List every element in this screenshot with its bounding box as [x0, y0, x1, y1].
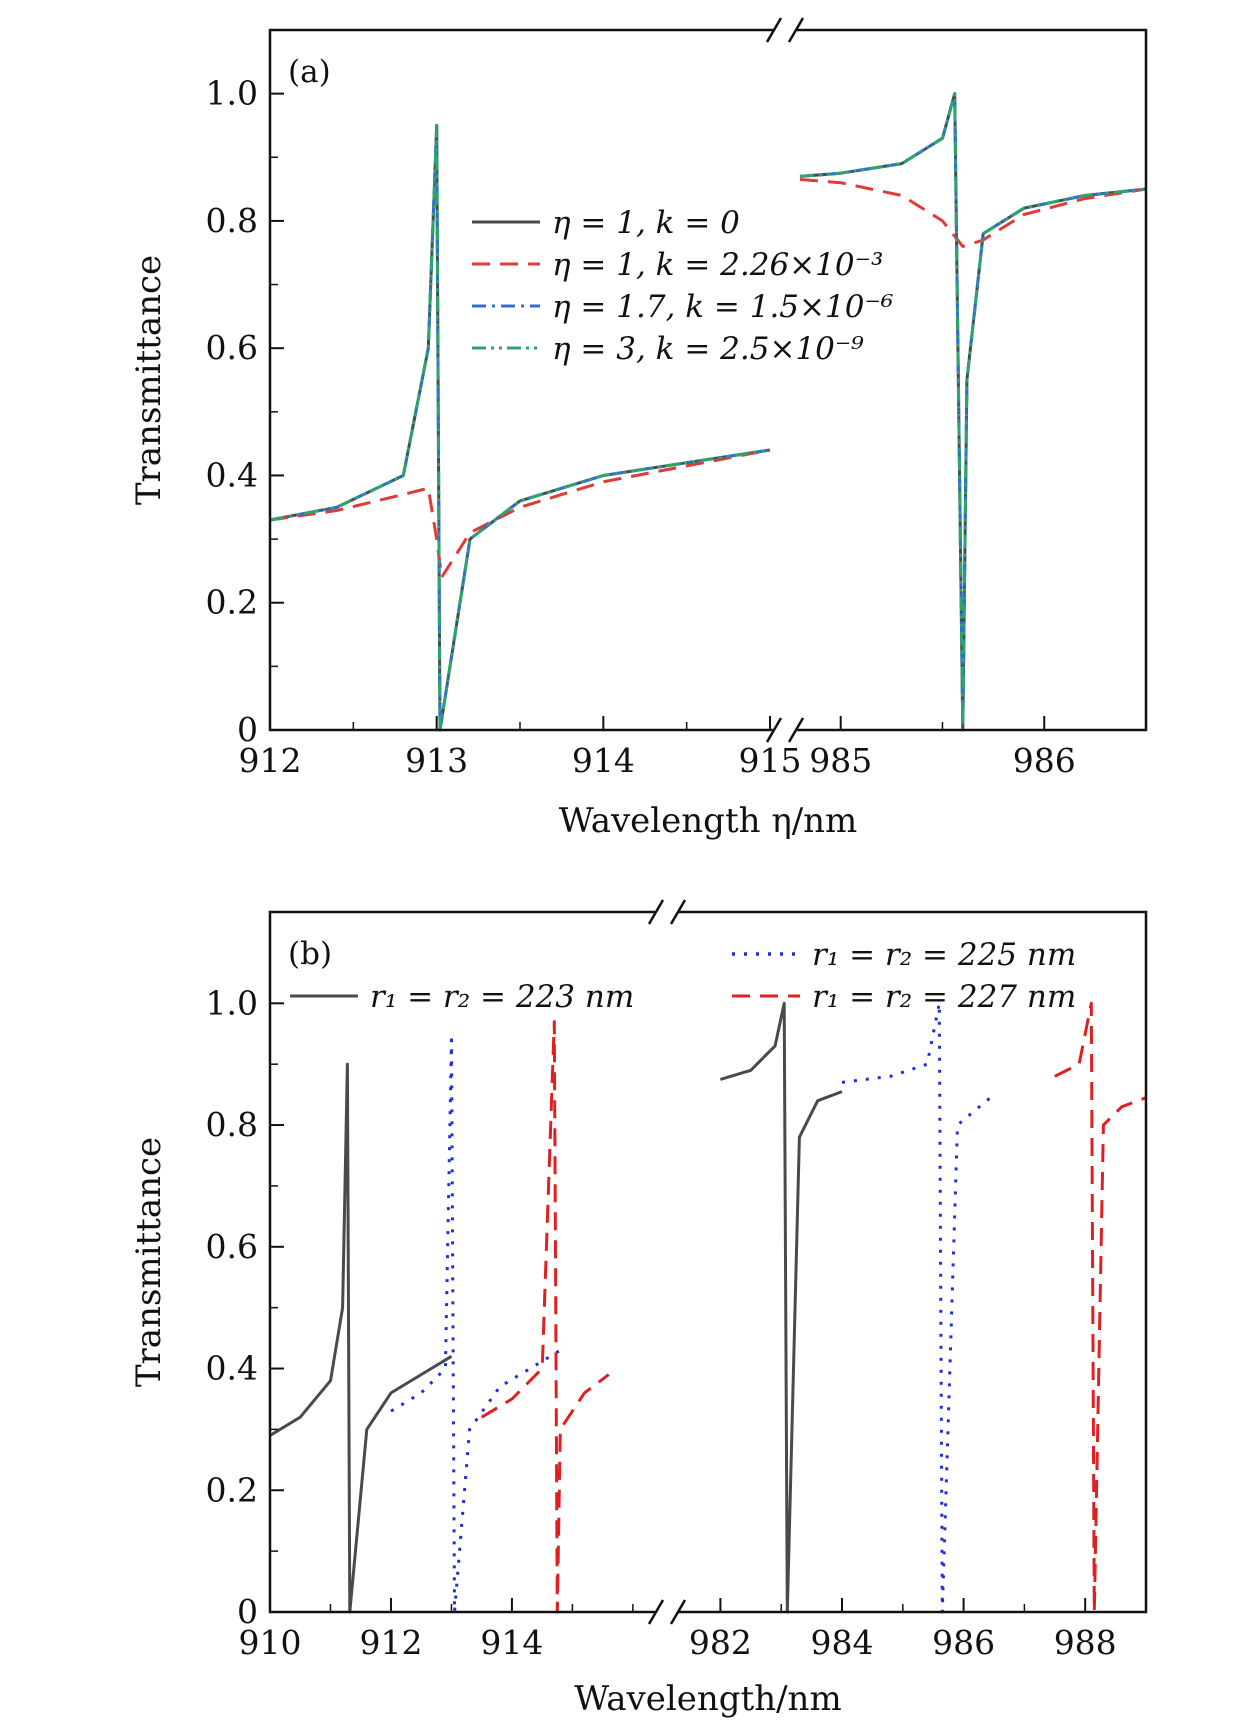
- panel-b-axis-break-mark: [647, 1599, 665, 1625]
- panel-b-y-tick-label: 0.6: [206, 1227, 258, 1266]
- panel-b-x-tick-label: 912: [359, 1623, 422, 1662]
- panel-b-series-1-segment-1: [269, 1062, 453, 1614]
- panel-b-x-tick-label: 910: [239, 1623, 302, 1662]
- panel-a-axes: 0 0.2 0.4 0.6 0.8 1.0 912 913 914 915 985 986: [206, 17, 1147, 780]
- panel-b-series-3-segment-1: [480, 1020, 610, 1614]
- panel-b-x-tick-label: 984: [811, 1623, 874, 1662]
- panel-a-y-tick-label: 0.8: [206, 201, 258, 240]
- panel-b-y-tick-label: 0: [237, 1592, 258, 1631]
- panel-b-x-tick-label: 982: [689, 1623, 752, 1662]
- panel-b-x-tick-label: 986: [932, 1623, 995, 1662]
- panel-a: 0 0.2 0.4 0.6 0.8 1.0 912 913 914 915 985 986 (a) W…: [129, 17, 1148, 841]
- panel-b-series-2-segment-2: [841, 1001, 995, 1614]
- panel-a-axis-break-gap: [773, 726, 797, 734]
- panel-b-x-axis-title: Wavelength/nm: [574, 1679, 841, 1719]
- panel-a-y-tick-label: 0: [237, 710, 258, 749]
- panel-a-y-tick-label: 1.0: [206, 74, 258, 113]
- panel-b-plot-area: [269, 1001, 1147, 1614]
- panel-a-legend: η = 1, k = 0 η = 1, k = 2.26×10⁻³ η = 1.…: [472, 205, 893, 367]
- panel-a-y-tick-label: 0.6: [206, 328, 258, 367]
- panel-b-axis-break-mark: [669, 899, 687, 925]
- panel-a-axis-break-gap: [773, 26, 797, 34]
- legend-b-2-label: r₁ = r₂ = 225 nm: [812, 937, 1076, 973]
- panel-a-y-axis-title: Transmittance: [129, 255, 169, 505]
- panel-b-y-tick-label: 0.2: [206, 1470, 258, 1509]
- panel-a-y-tick-label: 0.2: [206, 583, 258, 622]
- panel-a-x-tick-label: 986: [1013, 741, 1076, 780]
- panel-a-axis-break-mark: [765, 717, 783, 743]
- panel-b-y-tick-label: 0.8: [206, 1105, 258, 1144]
- panel-a-x-tick-label: 914: [572, 741, 635, 780]
- panel-b-y-axis-title: Transmittance: [129, 1137, 169, 1387]
- panel-a-frame: [268, 28, 1148, 732]
- panel-a-x-tick-label: 913: [405, 741, 468, 780]
- panel-b-series-3-segment-2: [1054, 1001, 1147, 1614]
- panel-b-axis-break-gap: [655, 1608, 679, 1616]
- panel-b-label: (b): [288, 936, 332, 972]
- legend-a-1-label: η = 1, k = 0: [552, 205, 740, 241]
- panel-b-y-tick-label: 1.0: [206, 983, 258, 1022]
- panel-a-axis-break-mark: [787, 17, 805, 43]
- panel-b-axis-break-mark: [647, 899, 665, 925]
- panel-b-x-tick-label: 914: [480, 1623, 543, 1662]
- panel-a-y-tick-label: 0.4: [206, 455, 258, 494]
- legend-b-1-label: r₁ = r₂ = 223 nm: [370, 979, 634, 1015]
- panel-b-frame: [268, 910, 1148, 1614]
- panel-a-x-tick-label: 915: [739, 741, 802, 780]
- panel-b-axis-break-mark: [669, 1599, 687, 1625]
- legend-a-4-label: η = 3, k = 2.5×10⁻⁹: [552, 331, 864, 367]
- panel-a-x-axis-title: Wavelength η/nm: [559, 801, 858, 841]
- panel-a-x-tick-label: 912: [239, 741, 302, 780]
- panel-b-legend: r₁ = r₂ = 223 nm r₁ = r₂ = 225 nm r₁ = r…: [290, 937, 1076, 1015]
- panel-b: 0 0.2 0.4 0.6 0.8 1.0 910 912 914 982 984 986 988 (b…: [129, 899, 1148, 1719]
- panel-b-y-tick-label: 0.4: [206, 1349, 258, 1388]
- panel-a-axis-break-mark: [765, 17, 783, 43]
- panel-b-axes: 0 0.2 0.4 0.6 0.8 1.0 910 912 914 982 984 986 988: [206, 899, 1147, 1662]
- panel-a-series-2-segment-1: [269, 448, 771, 579]
- panel-a-label: (a): [288, 54, 331, 90]
- panel-a-x-tick-label: 985: [809, 741, 872, 780]
- panel-b-series-1-segment-2: [719, 1001, 843, 1614]
- legend-a-3-label: η = 1.7, k = 1.5×10⁻⁶: [552, 289, 893, 325]
- legend-a-2-label: η = 1, k = 2.26×10⁻³: [552, 247, 883, 283]
- panel-a-axis-break-mark: [787, 717, 805, 743]
- panel-b-x-tick-label: 988: [1054, 1623, 1117, 1662]
- panel-a-series-2-segment-2: [799, 178, 1147, 248]
- panel-b-axis-break-gap: [655, 908, 679, 916]
- legend-b-3-label: r₁ = r₂ = 227 nm: [812, 979, 1076, 1015]
